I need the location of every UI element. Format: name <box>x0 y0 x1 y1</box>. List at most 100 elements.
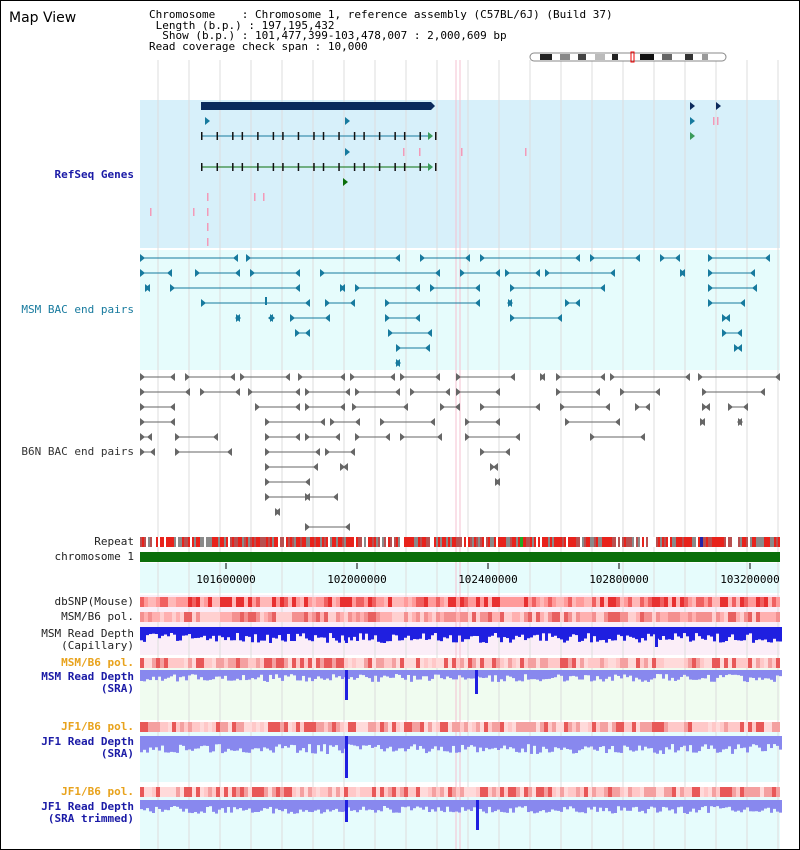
depth-bar <box>536 670 539 680</box>
depth-bar <box>203 670 206 681</box>
heat-cell <box>752 612 756 622</box>
depth-bar <box>365 627 368 634</box>
heat-cell <box>400 787 404 797</box>
bac-end <box>295 269 300 277</box>
depth-bar <box>185 736 188 751</box>
heat-cell <box>652 787 656 797</box>
depth-bar <box>734 670 737 675</box>
track-label-jf1-depth-trim[interactable]: JF1 Read Depth (SRA trimmed) <box>41 800 134 825</box>
track-label-b6n-bac[interactable]: B6N BAC end pairs <box>21 445 134 458</box>
heat-cell <box>712 787 716 797</box>
track-label-refseq[interactable]: RefSeq Genes <box>54 168 134 181</box>
depth-bar <box>155 627 158 635</box>
heat-cell <box>280 612 284 622</box>
depth-bar <box>383 627 386 643</box>
repeat-cell <box>602 537 604 547</box>
heat-cell <box>644 612 648 622</box>
repeat-cell <box>486 537 488 547</box>
depth-bar <box>374 670 377 676</box>
heat-cell <box>720 597 724 607</box>
heat-cell <box>380 787 384 797</box>
heat-cell <box>684 787 688 797</box>
depth-bar <box>386 736 389 749</box>
depth-bar <box>614 670 617 675</box>
depth-bar <box>323 800 326 813</box>
track-label-jf1-b6-pol-1[interactable]: JF1/B6 pol. <box>61 720 134 733</box>
track-label-msm-depth-sra[interactable]: MSM Read Depth (SRA) <box>41 670 134 695</box>
track-label-msm-b6-pol-1[interactable]: MSM/B6 pol. <box>61 610 134 623</box>
heat-cell <box>404 597 408 607</box>
heat-cell <box>772 722 776 732</box>
heat-cell <box>308 597 312 607</box>
heat-cell <box>164 722 168 732</box>
heat-cell <box>228 658 232 668</box>
depth-bar <box>305 800 308 811</box>
length-value: 197,195,432 <box>261 18 335 32</box>
bac-end <box>340 284 345 292</box>
bac-end <box>140 433 145 441</box>
heat-cell <box>576 612 580 622</box>
heat-cell <box>400 597 404 607</box>
heat-cell <box>536 787 540 797</box>
ruler-tick-label: 102400000 <box>458 573 518 586</box>
heat-cell <box>216 658 220 668</box>
depth-bar <box>659 736 662 751</box>
heat-cell <box>260 597 264 607</box>
depth-bar <box>758 627 761 640</box>
heat-cell <box>632 722 636 732</box>
heat-cell <box>580 597 584 607</box>
repeat-cell <box>704 537 706 547</box>
track-label-msm-bac[interactable]: MSM BAC end pairs <box>21 303 134 316</box>
track-label-chromosome[interactable]: chromosome 1 <box>54 550 134 563</box>
bac-end <box>235 269 240 277</box>
repeat-cell <box>242 537 244 547</box>
heat-cell <box>416 787 420 797</box>
heat-cell <box>612 787 616 797</box>
heat-cell <box>432 612 436 622</box>
track-label-jf1-b6-pol-2[interactable]: JF1/B6 pol. <box>61 785 134 798</box>
track-label-msm-b6-pol-2[interactable]: MSM/B6 pol. <box>61 656 134 669</box>
depth-bar <box>230 670 233 681</box>
repeat-cell <box>176 537 178 547</box>
heat-cell <box>384 612 388 622</box>
depth-bar <box>458 800 461 813</box>
repeat-cell <box>550 537 552 547</box>
repeat-cell <box>328 537 330 547</box>
heat-cell <box>276 612 280 622</box>
depth-bar <box>464 800 467 811</box>
heat-cell <box>392 787 396 797</box>
track-label-jf1-depth-sra[interactable]: JF1 Read Depth (SRA) <box>41 735 134 760</box>
depth-bar <box>611 670 614 681</box>
heat-cell <box>488 612 492 622</box>
depth-bar <box>329 670 332 681</box>
heat-cell <box>188 722 192 732</box>
track-label-repeat[interactable]: Repeat <box>94 535 134 548</box>
depth-bar <box>638 736 641 746</box>
heat-cell <box>704 597 708 607</box>
bac-end <box>255 403 260 411</box>
heat-cell <box>588 787 592 797</box>
heat-cell <box>216 722 220 732</box>
depth-bar <box>260 736 263 752</box>
gene-exon <box>394 132 396 140</box>
depth-bar <box>755 670 758 681</box>
heat-cell <box>464 597 468 607</box>
depth-bar <box>494 670 497 676</box>
depth-bar <box>254 736 257 749</box>
bac-end <box>705 403 710 411</box>
heat-cell <box>624 787 628 797</box>
depth-bar <box>305 670 308 682</box>
depth-bar <box>743 800 746 810</box>
coverage-label: Read coverage check span <box>149 39 308 53</box>
depth-bar <box>182 736 185 746</box>
depth-bar <box>773 670 776 682</box>
depth-bar <box>554 736 557 748</box>
track-label-dbsnp[interactable]: dbSNP(Mouse) <box>54 595 134 608</box>
track-label-msm-depth-cap[interactable]: MSM Read Depth (Capillary) <box>41 627 134 652</box>
repeat-cell <box>654 537 656 547</box>
depth-bar <box>530 670 533 680</box>
heat-cell <box>760 722 764 732</box>
heat-cell <box>556 658 560 668</box>
depth-bar <box>719 627 722 643</box>
